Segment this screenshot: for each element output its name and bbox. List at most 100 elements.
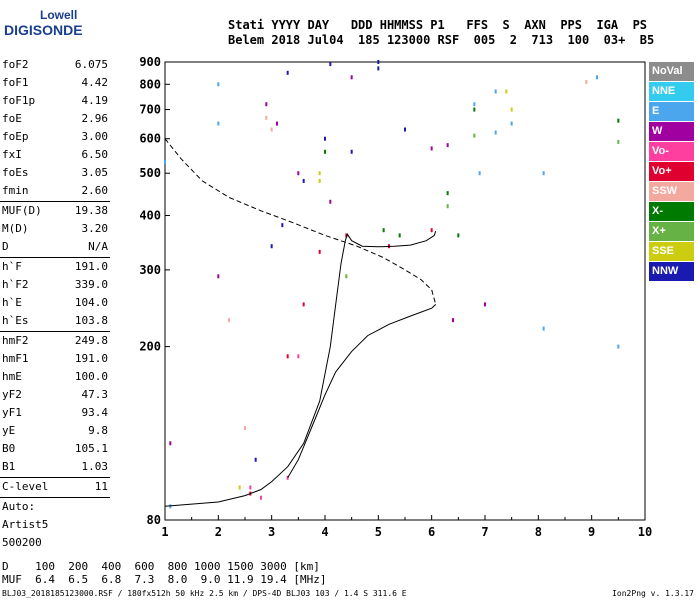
echo-point-w: [484, 302, 486, 307]
param-key: foF1: [2, 76, 29, 89]
x-tick-label: 7: [481, 525, 488, 539]
legend-item: X-: [649, 202, 694, 221]
x-tick-label: 8: [535, 525, 542, 539]
param-row: foF1 4.42: [0, 74, 112, 92]
param-value: 4.19: [81, 94, 109, 107]
param-row: M(D) 3.20: [0, 220, 112, 238]
param-row: h`Es 103.8: [0, 312, 112, 330]
x-tick-label: 9: [588, 525, 595, 539]
x-tick-label: 2: [215, 525, 222, 539]
echo-point-ssw: [228, 318, 230, 323]
param-key: foF2: [2, 58, 29, 71]
echo-point-x-: [617, 118, 620, 123]
echo-point-w: [446, 143, 449, 148]
param-key: yE: [2, 424, 16, 437]
echo-point-sse: [510, 107, 513, 112]
param-key: yF1: [2, 406, 22, 419]
y-tick-label: 800: [139, 77, 161, 91]
x-tick-label: 6: [428, 525, 435, 539]
param-value: 1.03: [81, 460, 109, 473]
legend-item: X+: [649, 222, 694, 241]
echo-point-vo-: [297, 354, 300, 359]
logo-line-2: DIGISONDE: [4, 22, 83, 38]
param-value: 104.0: [74, 296, 108, 309]
param-key: hmF2: [2, 334, 29, 347]
y-tick-label: 300: [139, 263, 161, 277]
param-row: 500200: [0, 534, 112, 552]
param-row: hmF1 191.0: [0, 350, 112, 368]
param-row: Auto:: [0, 498, 112, 516]
echo-point-nnw: [377, 66, 380, 71]
param-row: foEs 3.05: [0, 164, 112, 182]
logo-line-1: Lowell: [40, 8, 78, 22]
param-key: Artist5: [2, 518, 49, 531]
param-value: 3.00: [81, 130, 109, 143]
muf-frequency-row: MUF 6.4 6.5 6.8 7.3 8.0 9.0 11.9 19.4 [M…: [2, 573, 327, 586]
y-tick-label: 200: [139, 340, 161, 354]
muf-distance-row: D 100 200 400 600 800 1000 1500 3000 [km…: [2, 560, 320, 573]
param-key: 500200: [2, 536, 42, 549]
param-row: B0 105.1: [0, 440, 112, 458]
echo-point-w: [329, 199, 332, 204]
param-key: MUF(D): [2, 204, 42, 217]
profile-curve: [164, 138, 437, 305]
param-key: foEp: [2, 130, 29, 143]
echo-point-nnw: [254, 457, 257, 462]
legend-item: E: [649, 102, 694, 121]
param-row: yF1 93.4: [0, 404, 112, 422]
echo-point-e: [164, 160, 166, 165]
param-value: 11: [94, 480, 108, 493]
echo-point-nnw: [324, 136, 326, 141]
echo-point-ssw: [585, 79, 588, 84]
param-value: 191.0: [74, 260, 108, 273]
y-tick-label: 400: [139, 208, 161, 222]
echo-point-nnw: [329, 62, 332, 67]
echo-point-nnw: [302, 178, 305, 183]
param-key: h`F2: [2, 278, 29, 291]
param-row: foF1p 4.19: [0, 92, 112, 110]
x-tick-label: 10: [638, 525, 652, 539]
param-row: C-level 11: [0, 478, 112, 496]
param-row: D N/A: [0, 238, 112, 256]
y-tick-label: 500: [139, 166, 161, 180]
echo-point-vo+: [430, 228, 433, 233]
param-key: foE: [2, 112, 22, 125]
param-row: h`F2 339.0: [0, 276, 112, 294]
echo-point-x+: [446, 204, 449, 209]
legend-item: Vo-: [649, 142, 694, 161]
legend-item: SSW: [649, 182, 694, 201]
param-row: yF2 47.3: [0, 386, 112, 404]
param-separator: [0, 497, 110, 498]
echo-point-vo+: [302, 302, 305, 307]
echo-point-w: [169, 441, 172, 446]
param-key: h`F: [2, 260, 22, 273]
param-value: 3.20: [81, 222, 109, 235]
param-row: h`E 104.0: [0, 294, 112, 312]
param-row: foE 2.96: [0, 110, 112, 128]
echo-point-x-: [382, 228, 385, 233]
param-value: 249.8: [74, 334, 108, 347]
echo-point-e: [596, 75, 598, 80]
echo-point-x-: [324, 149, 326, 154]
param-value: 3.05: [81, 166, 109, 179]
param-key: hmF1: [2, 352, 29, 365]
legend-item: NNE: [649, 82, 694, 101]
echo-point-nnw: [377, 60, 380, 64]
param-value: 6.50: [81, 148, 109, 161]
param-key: yF2: [2, 388, 22, 401]
echo-point-w: [217, 274, 220, 279]
param-key: hmE: [2, 370, 22, 383]
echo-point-x-: [398, 233, 401, 238]
echo-point-w: [297, 171, 300, 176]
echo-point-x+: [617, 139, 620, 144]
trace-curve: [287, 304, 437, 479]
param-row: hmF2 249.8: [0, 332, 112, 350]
param-key: C-level: [2, 480, 49, 493]
param-row: foEp 3.00: [0, 128, 112, 146]
param-value: 103.8: [74, 314, 108, 327]
x-tick-label: 5: [375, 525, 382, 539]
y-tick-label: 80: [147, 513, 161, 527]
echo-point-nnw: [350, 149, 353, 154]
echo-point-e: [494, 130, 497, 135]
version-label: Ion2Png v. 1.3.17: [612, 589, 694, 598]
